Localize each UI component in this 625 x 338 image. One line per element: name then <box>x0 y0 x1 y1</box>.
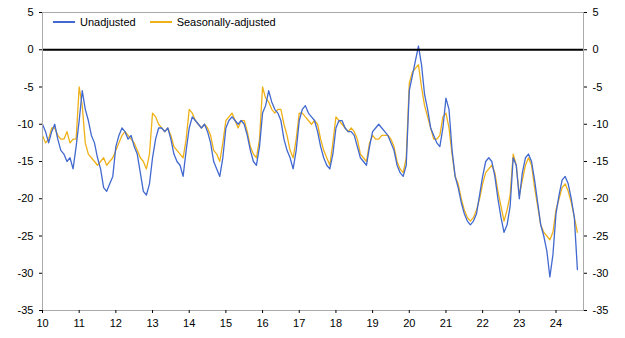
svg-text:-10: -10 <box>593 118 609 130</box>
svg-text:24: 24 <box>550 317 562 329</box>
svg-text:5: 5 <box>27 6 33 18</box>
svg-text:0: 0 <box>27 43 33 55</box>
svg-text:12: 12 <box>110 317 122 329</box>
svg-text:10: 10 <box>36 317 48 329</box>
svg-text:18: 18 <box>330 317 342 329</box>
svg-text:13: 13 <box>146 317 158 329</box>
svg-text:-10: -10 <box>18 118 34 130</box>
svg-text:17: 17 <box>293 317 305 329</box>
svg-text:15: 15 <box>220 317 232 329</box>
svg-text:-35: -35 <box>18 304 34 316</box>
svg-text:-15: -15 <box>593 155 609 167</box>
svg-text:-15: -15 <box>18 155 34 167</box>
svg-text:23: 23 <box>513 317 525 329</box>
svg-text:-35: -35 <box>593 304 609 316</box>
svg-text:-20: -20 <box>593 192 609 204</box>
svg-text:-20: -20 <box>18 192 34 204</box>
svg-text:19: 19 <box>366 317 378 329</box>
svg-text:-30: -30 <box>18 267 34 279</box>
svg-text:20: 20 <box>403 317 415 329</box>
svg-text:-5: -5 <box>24 81 34 93</box>
html-text:Unadjusted: Unadjusted <box>80 16 136 28</box>
svg-text:-5: -5 <box>593 81 603 93</box>
svg-text:-30: -30 <box>593 267 609 279</box>
svg-text:16: 16 <box>256 317 268 329</box>
svg-text:11: 11 <box>73 317 84 329</box>
svg-text:-25: -25 <box>593 230 609 242</box>
svg-text:-25: -25 <box>18 230 34 242</box>
html-text:Seasonally-adjusted: Seasonally-adjusted <box>176 16 276 28</box>
svg-text:22: 22 <box>477 317 489 329</box>
svg-text:21: 21 <box>440 317 452 329</box>
svg-text:5: 5 <box>593 6 599 18</box>
svg-text:0: 0 <box>593 43 599 55</box>
svg-text:14: 14 <box>183 317 195 329</box>
